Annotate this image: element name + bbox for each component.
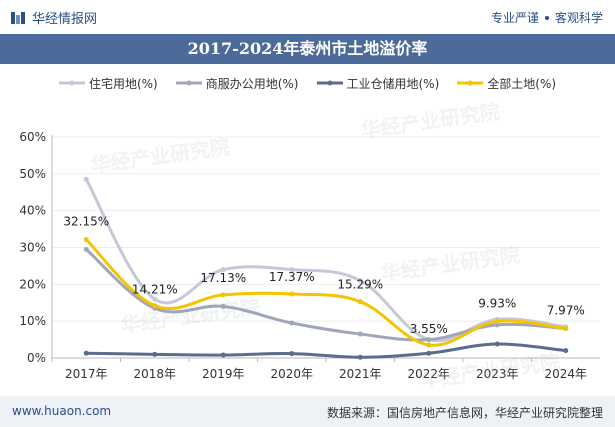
x-tick-label: 2020年 (270, 367, 313, 381)
y-tick-label: 20% (19, 277, 46, 291)
point-commercial (289, 320, 295, 326)
legend-item-industrial[interactable]: 工业仓储用地(%) (316, 72, 440, 94)
y-tick-label: 40% (19, 204, 46, 218)
series-line-residential (84, 178, 566, 343)
top-right-slogan: 专业严谨 客观科学 (491, 9, 603, 26)
legend-label-industrial: 工业仓储用地(%) (346, 76, 440, 91)
point-all (426, 342, 432, 348)
line-chart: 0% 10% 20% 30% 40% 50% 60% 2017年 2018年 2019年 2020年… (19, 130, 600, 381)
brand-logo-icon (11, 11, 25, 24)
point-industrial (357, 354, 363, 360)
legend-label-commercial: 商服办公用地(%) (205, 76, 299, 91)
slogan-2: 客观科学 (554, 11, 603, 25)
x-tick-label: 2018年 (133, 367, 176, 381)
point-residential (83, 176, 89, 182)
data-label: 17.37% (269, 270, 315, 284)
point-commercial (220, 303, 226, 309)
chart-legend: 住宅用地(%) 商服办公用地(%) 工业仓储用地(%) 全部土地(%) (0, 72, 615, 94)
x-tick-label: 2023年 (476, 367, 519, 381)
data-label: 3.55% (410, 322, 448, 336)
legend-item-residential[interactable]: 住宅用地(%) (58, 72, 158, 94)
data-label: 9.93% (478, 296, 516, 310)
point-commercial (494, 322, 500, 328)
legend-swatch-industrial-icon (316, 78, 343, 88)
legend-label-all: 全部土地(%) (487, 76, 557, 91)
point-industrial (289, 351, 295, 357)
point-industrial (563, 348, 569, 354)
top-bar: 华经情报网 专业严谨 客观科学 (0, 0, 615, 34)
legend-item-all[interactable]: 全部土地(%) (457, 72, 556, 94)
x-tick-label: 2019年 (202, 367, 245, 381)
slogan-1: 专业严谨 (490, 11, 539, 25)
x-tick-label: 2022年 (407, 367, 450, 381)
legend-label-residential: 住宅用地(%) (88, 76, 158, 91)
point-commercial (426, 337, 432, 343)
point-residential (357, 278, 363, 284)
point-all (563, 326, 569, 332)
point-industrial (426, 350, 432, 356)
point-all (289, 291, 295, 297)
point-all (152, 303, 158, 309)
series-line-industrial (86, 342, 566, 359)
x-tick-label: 2024年 (544, 367, 587, 381)
x-tick-label: 2017年 (65, 367, 108, 381)
legend-swatch-all-icon (457, 78, 484, 88)
data-label: 17.13% (200, 271, 246, 285)
point-commercial (357, 331, 363, 337)
y-tick-label: 60% (19, 130, 46, 144)
point-commercial (83, 246, 89, 252)
point-industrial (220, 352, 226, 358)
point-residential (220, 267, 226, 273)
data-label: 7.97% (547, 304, 585, 318)
point-all (83, 237, 89, 243)
data-label: 14.21% (132, 283, 178, 297)
point-industrial (494, 341, 500, 347)
point-all (220, 292, 226, 298)
legend-item-commercial[interactable]: 商服办公用地(%) (175, 72, 299, 94)
point-all (357, 299, 363, 305)
data-label: 15.29% (337, 278, 383, 292)
legend-swatch-residential-icon (58, 78, 85, 88)
brand: 华经情报网 (10, 8, 97, 27)
y-tick-label: 50% (19, 167, 46, 181)
footer-source: 数据来源：国信房地产信息网，华经产业研究院整理 (326, 406, 603, 420)
footer-website-link[interactable]: www.huaon.com (12, 404, 112, 418)
point-residential (289, 267, 295, 273)
brand-name: 华经情报网 (32, 12, 98, 27)
data-label: 32.15% (63, 215, 109, 229)
point-industrial (152, 351, 158, 357)
y-tick-label: 30% (19, 241, 46, 255)
footer: www.huaon.com 数据来源：国信房地产信息网，华经产业研究院整理 (0, 396, 615, 427)
separator-dot-icon (544, 15, 549, 20)
point-industrial (83, 350, 89, 356)
chart-title: 2017-2024年泰州市土地溢价率 (0, 34, 615, 64)
point-all (494, 318, 500, 324)
x-tick-label: 2021年 (339, 367, 382, 381)
point-residential (152, 296, 158, 302)
legend-swatch-commercial-icon (175, 78, 202, 88)
y-tick-label: 0% (27, 351, 46, 365)
y-tick-label: 10% (19, 314, 46, 328)
